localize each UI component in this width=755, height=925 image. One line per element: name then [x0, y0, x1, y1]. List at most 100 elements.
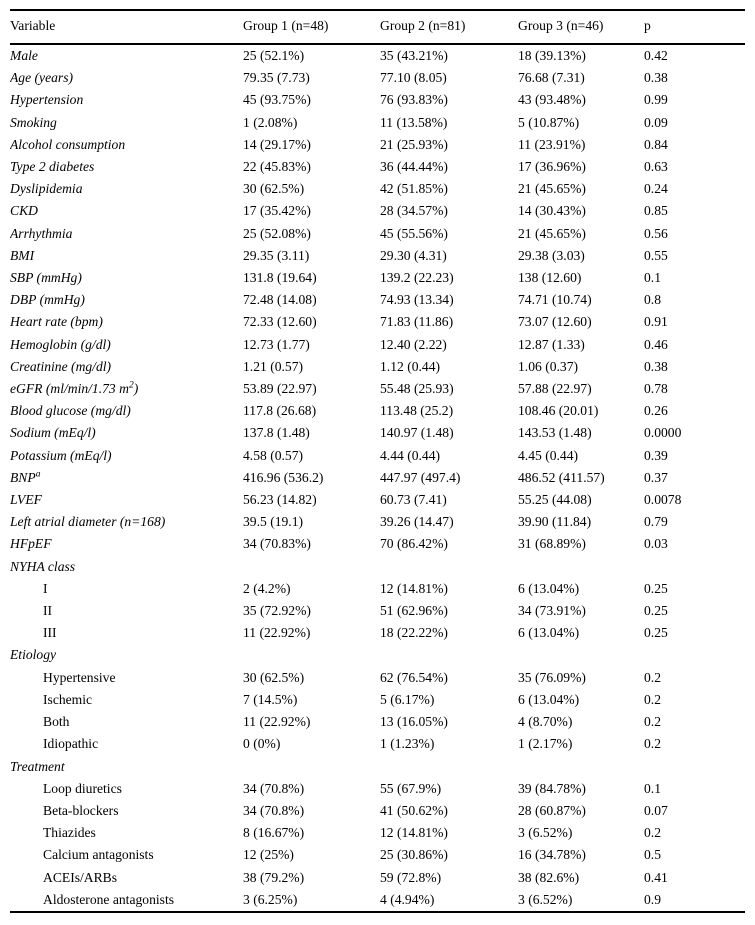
group3-cell: 35 (76.09%) — [518, 669, 586, 685]
variable-cell: Left atrial diameter (n=168) — [10, 511, 243, 533]
variable-cell: Hypertension — [10, 89, 243, 111]
group1-cell: 11 (22.92%) — [243, 714, 311, 730]
group1-cell: 1 (2.08%) — [243, 114, 298, 130]
variable-label: Male — [10, 48, 38, 63]
group3-cell: 143.53 (1.48) — [518, 425, 592, 441]
group3-cell: 6 (13.04%) — [518, 625, 580, 641]
variable-cell: Creatinine (mg/dl) — [10, 356, 243, 378]
variable-cell: Both — [10, 711, 243, 733]
p-cell: 0.25 — [644, 625, 668, 641]
variable-cell: II — [10, 600, 243, 622]
group1-cell: 117.8 (26.68) — [243, 403, 317, 419]
group1-cell: 45 (93.75%) — [243, 92, 311, 108]
group1-cell: 14 (29.17%) — [243, 136, 311, 152]
variable-cell: Thiazides — [10, 822, 243, 844]
table-row: III 11 (22.92%) 18 (22.22%) 6 (13.04%) 0.25 — [10, 622, 745, 644]
header-row: Variable Group 1 (n=48) Group 2 (n=81) Grou… — [10, 10, 745, 45]
group1-cell: 29.35 (3.11) — [243, 247, 310, 263]
group1-cell: 56.23 (14.82) — [243, 492, 317, 508]
variable-label: Hypertensive — [43, 669, 116, 685]
table-row: Dyslipidemia 30 (62.5%) 42 (51.85%) 21 (45.… — [10, 178, 745, 200]
variable-superscript: 2 — [128, 380, 134, 391]
variable-label: SBP (mmHg) — [10, 270, 82, 286]
group2-cell: 447.97 (497.4) — [380, 469, 461, 485]
variable-label: Alcohol consumption — [10, 136, 126, 152]
group2-cell: 51 (62.96%) — [380, 603, 448, 619]
table-row: Ischemic 7 (14.5%) 5 (6.17%) 6 (13.04%) 0.2 — [10, 689, 745, 711]
table-row: Beta-blockers 34 (70.8%) 41 (50.62%) 28 (60… — [10, 800, 745, 822]
table-row: Both 11 (22.92%) 13 (16.05%) 4 (8.70%) 0.2 — [10, 711, 745, 733]
group2-cell: 41 (50.62%) — [380, 802, 448, 818]
table-row: Calcium antagonists 12 (25%) 25 (30.86%) 16… — [10, 844, 745, 866]
p-cell: 0.0078 — [644, 492, 682, 508]
table-row: ACEIs/ARBs 38 (79.2%) 59 (72.8%) 38 (82.6%)… — [10, 867, 745, 889]
variable-cell: BNPa — [10, 467, 243, 489]
variable-cell: Age (years) — [10, 67, 243, 89]
group1-cell: 131.8 (19.64) — [243, 270, 317, 286]
variable-label: LVEF — [10, 492, 42, 508]
group2-cell: 12 (14.81%) — [380, 580, 448, 596]
table-row: Blood glucose (mg/dl) 117.8 (26.68) 113.48… — [10, 400, 745, 422]
group2-cell: 60.73 (7.41) — [380, 492, 447, 508]
variable-cell: NYHA class — [10, 556, 243, 578]
variable-label: Treatment — [10, 758, 65, 774]
table-row: LVEF 56.23 (14.82) 60.73 (7.41) 55.25 (44.0… — [10, 489, 745, 511]
variable-label: DBP (mmHg) — [10, 292, 85, 308]
table-row: II 35 (72.92%) 51 (62.96%) 34 (73.91%) 0.25 — [10, 600, 745, 622]
variable-label: Hemoglobin (g/dl) — [10, 336, 111, 352]
p-cell: 0.2 — [644, 669, 661, 685]
group2-cell: 77.10 (8.05) — [380, 70, 447, 86]
variable-cell: Hemoglobin (g/dl) — [10, 334, 243, 356]
variable-cell: Sodium (mEq/l) — [10, 422, 243, 444]
group1-cell: 79.35 (7.73) — [243, 70, 310, 86]
group1-cell: 34 (70.83%) — [243, 536, 311, 552]
p-cell: 0.84 — [644, 136, 668, 152]
table-row: Hemoglobin (g/dl) 12.73 (1.77) 12.40 (2.22… — [10, 334, 745, 356]
group3-cell: 43 (93.48%) — [518, 92, 586, 108]
table-row: Arrhythmia 25 (52.08%) 45 (55.56%) 21 (45.6… — [10, 223, 745, 245]
group3-cell: 57.88 (22.97) — [518, 381, 592, 397]
table-row: Potassium (mEq/l) 4.58 (0.57) 4.44 (0.44) 4… — [10, 445, 745, 467]
table-row: Male 25 (52.1%) 35 (43.21%) 18 (39.13%) 0.42 — [10, 44, 745, 67]
group2-cell: 42 (51.85%) — [380, 181, 448, 197]
table-row: BNPa 416.96 (536.2) 447.97 (497.4) 486.52 (… — [10, 467, 745, 489]
group2-cell: 76 (93.83%) — [380, 92, 448, 108]
group1-cell: 39.5 (19.1) — [243, 514, 304, 530]
p-cell: 0.07 — [644, 802, 668, 818]
group3-cell: 39 (84.78%) — [518, 780, 586, 796]
variable-cell: I — [10, 578, 243, 600]
column-header-variable: Variable — [10, 10, 243, 45]
table-row: BMI 29.35 (3.11) 29.30 (4.31) 29.38 (3.03) 0… — [10, 245, 745, 267]
variable-cell: Etiology — [10, 644, 243, 666]
group2-cell: 29.30 (4.31) — [380, 247, 447, 263]
p-cell: 0.09 — [644, 114, 668, 130]
group2-cell: 36 (44.44%) — [380, 159, 448, 175]
group1-cell: 137.8 (1.48) — [243, 425, 310, 441]
group2-cell: 140.97 (1.48) — [380, 425, 454, 441]
variable-cell: eGFR (ml/min/1.73 m2) — [10, 378, 243, 400]
table-body: Male 25 (52.1%) 35 (43.21%) 18 (39.13%) 0.42… — [10, 44, 745, 912]
group3-cell: 73.07 (12.60) — [518, 314, 592, 330]
group3-cell: 16 (34.78%) — [518, 847, 586, 863]
p-cell: 0.24 — [644, 181, 668, 197]
table-header: Variable Group 1 (n=48) Group 2 (n=81) Grou… — [10, 10, 745, 45]
variable-label: Hypertension — [10, 92, 84, 108]
group2-cell: 113.48 (25.2) — [380, 403, 454, 419]
variable-cell: Arrhythmia — [10, 223, 243, 245]
variable-cell: Smoking — [10, 112, 243, 134]
group2-cell — [380, 644, 518, 666]
table-row: HFpEF 34 (70.83%) 70 (86.42%) 31 (68.89%) 0.… — [10, 533, 745, 555]
group2-cell: 62 (76.54%) — [380, 669, 448, 685]
group2-cell: 12 (14.81%) — [380, 825, 448, 841]
variable-label: Arrhythmia — [10, 225, 73, 241]
group3-cell: 12.87 (1.33) — [518, 336, 585, 352]
p-cell: 0.1 — [644, 270, 661, 286]
table-row: Thiazides 8 (16.67%) 12 (14.81%) 3 (6.52%) 0… — [10, 822, 745, 844]
table-row: Age (years) 79.35 (7.73) 77.10 (8.05) 76.68… — [10, 67, 745, 89]
section-header-row: NYHA class — [10, 556, 745, 578]
group1-cell: 12.73 (1.77) — [243, 336, 310, 352]
variable-cell: Beta-blockers — [10, 800, 243, 822]
p-cell — [644, 644, 745, 666]
column-header-group3: Group 3 (n=46) — [518, 10, 644, 45]
p-cell: 0.78 — [644, 381, 668, 397]
